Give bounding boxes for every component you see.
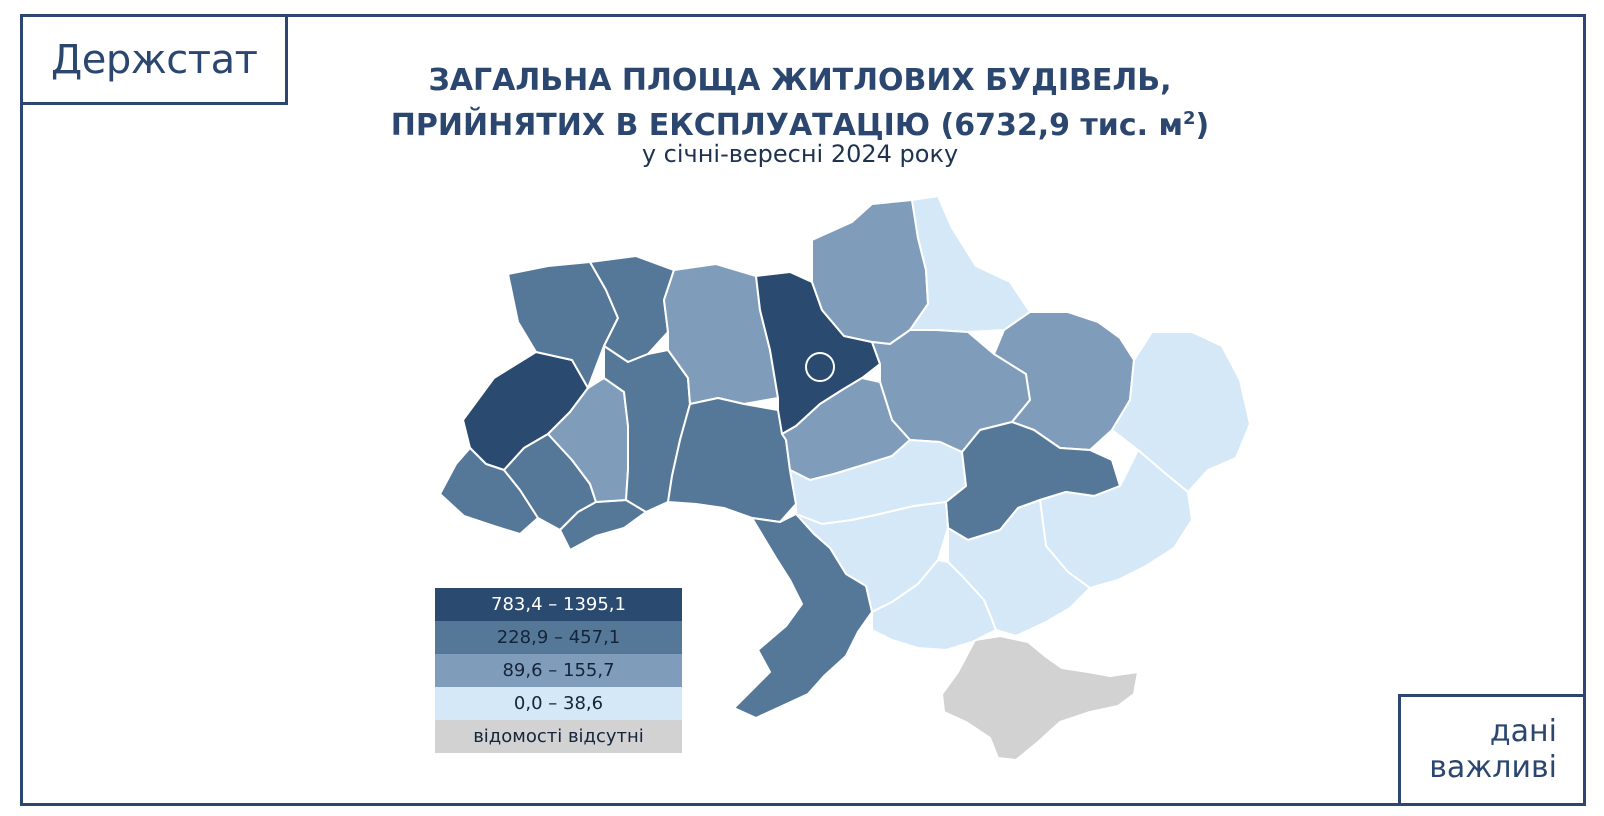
legend-item: 0,0 – 38,6 (435, 687, 682, 720)
map-subtitle: у січні-вересні 2024 року (641, 140, 959, 168)
legend-item: 228,9 – 457,1 (435, 621, 682, 654)
corner-line-1: дані (1489, 714, 1557, 749)
title-line-2: ПРИЙНЯТИХ В ЕКСПЛУАТАЦІЮ (6732,9 тис. м2… (390, 108, 1210, 143)
outer-frame (20, 14, 1586, 806)
region-odesa[interactable] (733, 513, 873, 719)
region-sumy[interactable] (909, 195, 1031, 333)
map-title: ЗАГАЛЬНА ПЛОЩА ЖИТЛОВИХ БУДІВЕЛЬ, ПРИЙНЯ… (380, 62, 1220, 145)
legend: 783,4 – 1395,1 228,9 – 457,1 89,6 – 155,7 0… (435, 588, 682, 753)
region-kherson[interactable] (871, 559, 997, 651)
legend-item: 89,6 – 155,7 (435, 654, 682, 687)
corner-line-2: важливі (1429, 750, 1557, 785)
legend-item: відомості відсутні (435, 720, 682, 753)
corner-badge: дані важливі (1398, 694, 1586, 806)
title-superscript: 2 (1182, 108, 1196, 129)
logo-text: Держстат (51, 36, 258, 83)
region-vinnytsia[interactable] (667, 397, 797, 523)
region-crimea[interactable] (941, 635, 1139, 761)
legend-item: 783,4 – 1395,1 (435, 588, 682, 621)
logo: Держстат (20, 14, 288, 105)
city-circle-icon (805, 352, 835, 382)
title-line-1: ЗАГАЛЬНА ПЛОЩА ЖИТЛОВИХ БУДІВЕЛЬ, (428, 63, 1172, 98)
region-luhansk[interactable] (1111, 331, 1251, 493)
